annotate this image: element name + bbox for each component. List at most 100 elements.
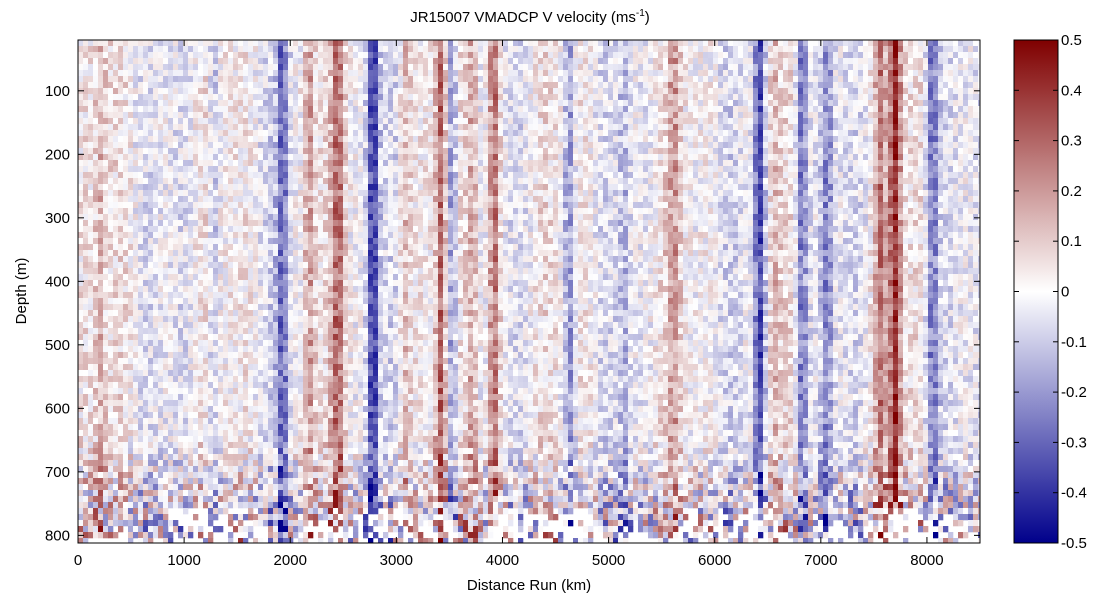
heatmap-cell [113,454,119,461]
heatmap-cell [223,328,229,335]
heatmap-cell [293,394,299,401]
heatmap-cell [348,508,354,515]
heatmap-cell [338,376,344,383]
heatmap-cell [323,352,329,359]
heatmap-cell [138,316,144,323]
heatmap-cell [118,184,124,191]
heatmap-cell [203,460,209,467]
heatmap-cell [223,472,229,479]
heatmap-cell [368,268,374,275]
heatmap-cell [128,88,134,95]
heatmap-cell [148,442,154,449]
heatmap-cell [358,52,364,59]
heatmap-cell [368,484,374,491]
heatmap-cell [358,508,364,515]
heatmap-cell [313,364,319,371]
heatmap-cell [263,514,269,521]
heatmap-cell [318,472,324,479]
heatmap-cell [143,424,149,431]
heatmap-cell [343,226,349,233]
heatmap-cell [258,460,264,467]
heatmap-cell [258,178,264,185]
heatmap-cell [118,46,124,53]
heatmap-cell [263,118,269,125]
heatmap-cell [168,400,174,407]
heatmap-cell [113,412,119,419]
heatmap-cell [258,382,264,389]
heatmap-cell [328,484,334,491]
heatmap-cell [353,46,359,53]
heatmap-cell [253,424,259,431]
heatmap-cell [83,64,89,71]
heatmap-cell [343,154,349,161]
heatmap-cell [138,214,144,221]
heatmap-cell [183,268,189,275]
heatmap-cell [293,376,299,383]
heatmap-cell [343,406,349,413]
heatmap-cell [248,124,254,131]
chart-title-superscript: -1 [635,8,645,19]
heatmap-cell [248,136,254,143]
heatmap-cell [318,436,324,443]
heatmap-cell [248,94,254,101]
heatmap-cell [338,436,344,443]
heatmap-cell [143,466,149,473]
heatmap-cell [113,514,119,521]
heatmap-cell [303,238,309,245]
heatmap-cell [313,202,319,209]
heatmap-cell [133,268,139,275]
heatmap-cell [143,166,149,173]
heatmap-cell [108,388,114,395]
heatmap-cell [143,238,149,245]
heatmap-cell [288,274,294,281]
heatmap-cell [113,232,119,239]
heatmap-cell [208,286,214,293]
heatmap-cell [103,340,109,347]
heatmap-cell [208,418,214,425]
heatmap-cell [88,286,94,293]
heatmap-cell [378,70,384,77]
heatmap-cell [278,322,284,329]
heatmap-cell [188,46,194,53]
heatmap-cell [258,328,264,335]
heatmap-cell [343,220,349,227]
heatmap-cell [88,346,94,353]
heatmap-cell [228,466,234,473]
heatmap-cell [333,142,339,149]
heatmap-cell [123,286,129,293]
heatmap-cell [133,82,139,89]
heatmap-cell [288,454,294,461]
heatmap-cell [133,232,139,239]
heatmap-cell [78,100,84,107]
heatmap-cell [113,82,119,89]
heatmap-cell [218,466,224,473]
heatmap-cell [263,178,269,185]
heatmap-cell [373,316,379,323]
heatmap-cell [368,466,374,473]
heatmap-cell [278,106,284,113]
heatmap-cell [218,142,224,149]
heatmap-cell [188,472,194,479]
heatmap-cell [103,412,109,419]
heatmap-cell [168,334,174,341]
heatmap-cell [308,352,314,359]
heatmap-cell [363,64,369,71]
heatmap-cell [278,454,284,461]
heatmap-cell [218,172,224,179]
heatmap-cell [323,346,329,353]
heatmap-cell [288,460,294,467]
heatmap-cell [273,304,279,311]
heatmap-cell [123,304,129,311]
heatmap-cell [323,46,329,53]
heatmap-cell [108,328,114,335]
heatmap-cell [358,64,364,71]
heatmap-cell [228,190,234,197]
heatmap-cell [273,136,279,143]
heatmap-cell [288,142,294,149]
heatmap-cell [158,64,164,71]
heatmap-cell [118,238,124,245]
heatmap-cell [248,304,254,311]
heatmap-cell [158,484,164,491]
heatmap-cell [288,52,294,59]
heatmap-cell [178,478,184,485]
